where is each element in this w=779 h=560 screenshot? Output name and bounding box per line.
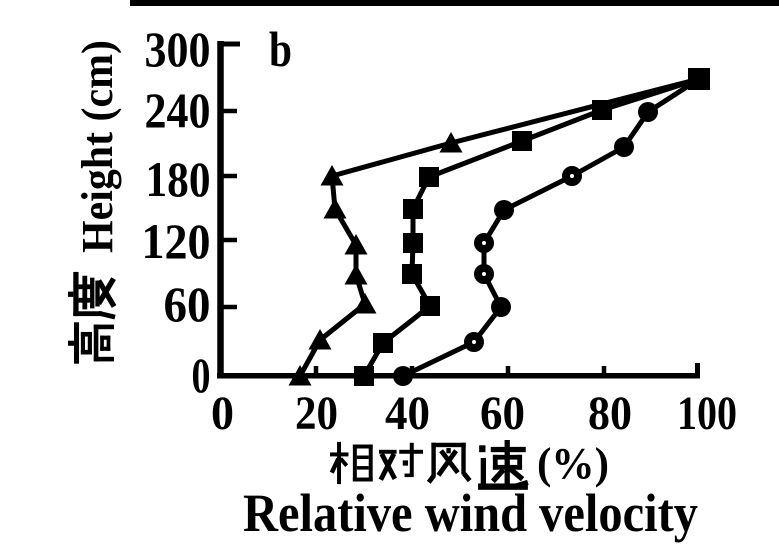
- svg-text:300: 300: [145, 21, 211, 77]
- svg-text:20: 20: [295, 387, 338, 440]
- svg-text:60: 60: [480, 387, 525, 440]
- svg-text:0: 0: [211, 387, 234, 440]
- svg-text:100: 100: [677, 387, 737, 440]
- svg-text:40: 40: [385, 387, 430, 440]
- svg-text:(%): (%): [537, 439, 609, 488]
- svg-text:Relative wind velocity: Relative wind velocity: [243, 483, 698, 543]
- svg-text:120: 120: [142, 213, 211, 269]
- svg-text:b: b: [269, 21, 292, 77]
- svg-text:60: 60: [164, 276, 211, 332]
- svg-text:240: 240: [145, 82, 211, 138]
- svg-text:0: 0: [192, 347, 211, 403]
- svg-text:80: 80: [588, 387, 632, 440]
- svg-text:Height (cm): Height (cm): [73, 40, 122, 253]
- svg-text:180: 180: [146, 151, 211, 207]
